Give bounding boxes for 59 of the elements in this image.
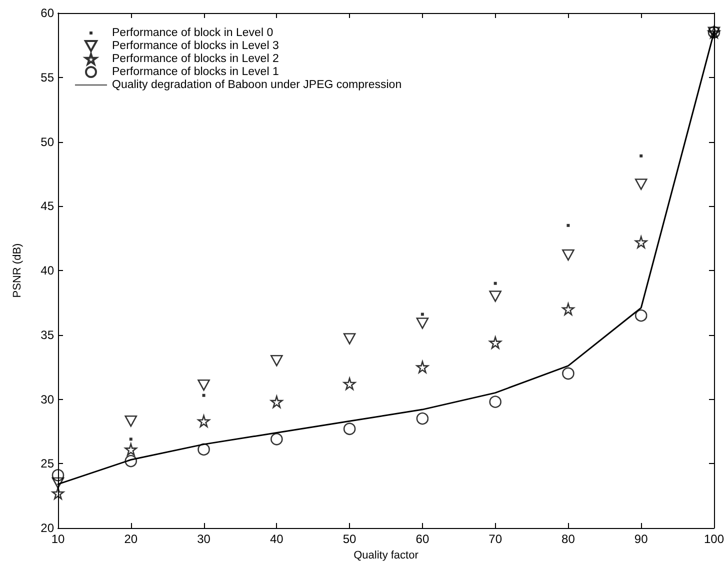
- x-tick-label: 70: [488, 532, 502, 546]
- point: [562, 302, 574, 316]
- x-tick-label: 10: [51, 532, 65, 546]
- legend-label: Performance of blocks in Level 3: [112, 40, 279, 52]
- x-tick-label: 50: [342, 532, 357, 546]
- y-tick-label: 35: [40, 328, 54, 342]
- x-tick-label: 80: [562, 532, 576, 546]
- point: [416, 360, 429, 374]
- point: [124, 443, 138, 456]
- y-tick-label: 40: [40, 264, 54, 278]
- y-tick-label: 30: [40, 392, 54, 406]
- point: [124, 415, 138, 427]
- point: [270, 354, 283, 366]
- point: [566, 224, 570, 227]
- point: [416, 412, 429, 425]
- x-tick-label: 60: [416, 532, 430, 546]
- point: [343, 333, 356, 344]
- point: [494, 282, 497, 285]
- point: [343, 378, 356, 390]
- x-tick-label: 40: [270, 532, 284, 546]
- point: [489, 290, 502, 302]
- point: [640, 154, 643, 158]
- x-tick-label: 20: [124, 532, 138, 546]
- x-axis-title: Quality factor: [354, 549, 419, 562]
- point: [52, 487, 64, 500]
- y-tick-label: 45: [40, 199, 54, 214]
- y-axis-title: PSNR (dB): [12, 243, 24, 298]
- point: [198, 379, 210, 391]
- point: [198, 414, 210, 428]
- point: [52, 477, 64, 489]
- point: [198, 443, 210, 456]
- point: [270, 433, 283, 446]
- y-tick-label: 25: [40, 456, 54, 471]
- point: [634, 309, 648, 322]
- point: [562, 367, 574, 380]
- y-tick-label: 50: [40, 134, 54, 149]
- point: [416, 318, 429, 329]
- point: [124, 454, 138, 468]
- point: [562, 249, 574, 261]
- y-tick-label: 60: [40, 6, 54, 20]
- x-tick-label: 30: [197, 532, 211, 546]
- legend-label: Performance of blocks in Level 2: [112, 53, 279, 65]
- point: [634, 236, 648, 248]
- point: [420, 312, 424, 316]
- legend-label: Quality degradation of Baboon under JPEG compression: [112, 79, 402, 91]
- point: [202, 394, 206, 397]
- point: [52, 469, 64, 482]
- legend-label: Performance of block in Level 0: [112, 27, 274, 39]
- x-tick-label: 100: [704, 532, 724, 546]
- y-tick-label: 55: [40, 70, 54, 84]
- point: [270, 396, 283, 408]
- point: [634, 178, 648, 190]
- y-tick-label: 20: [40, 521, 54, 535]
- point: [489, 396, 502, 408]
- point: [343, 422, 356, 436]
- legend-label: Performance of blocks in Level 1: [112, 66, 279, 78]
- point: [489, 336, 502, 349]
- point: [129, 438, 132, 441]
- x-tick-label: 90: [634, 532, 648, 546]
